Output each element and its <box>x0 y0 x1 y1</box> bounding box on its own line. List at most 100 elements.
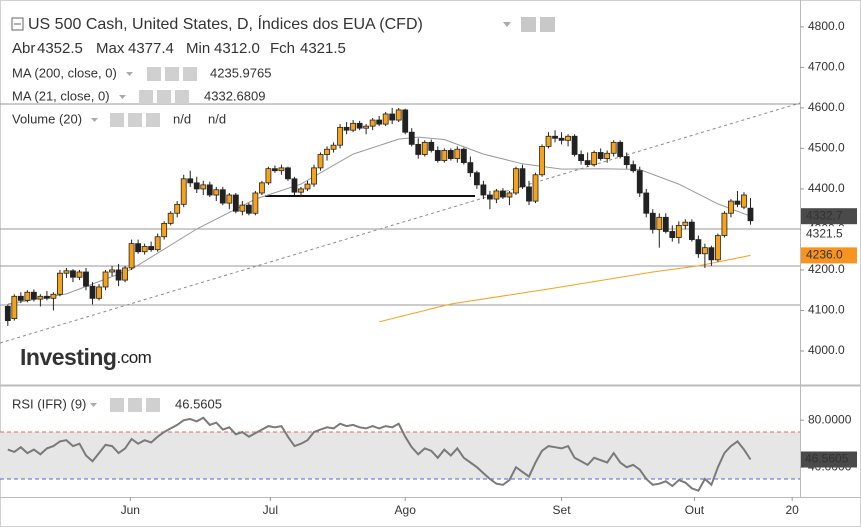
indicator-label: Volume (20) <box>12 111 82 126</box>
candle-body <box>63 270 70 274</box>
dropdown-icon[interactable] <box>91 118 98 122</box>
candle-body <box>141 246 148 253</box>
candle-body <box>180 178 187 205</box>
candle-body <box>460 148 467 164</box>
candle-body <box>643 192 650 214</box>
candle-body <box>701 247 708 255</box>
candle-body <box>330 144 337 150</box>
candle-body <box>480 184 487 196</box>
eye-icon[interactable] <box>521 17 536 32</box>
indicator-value: n/d <box>208 111 226 126</box>
close-icon[interactable] <box>146 113 160 127</box>
candle-body <box>688 221 695 240</box>
candle-body <box>415 143 422 155</box>
candle-body <box>382 113 389 125</box>
dropdown-icon[interactable] <box>503 22 511 27</box>
indicator-value: 4332.6809 <box>204 88 265 103</box>
candle-body <box>558 137 565 141</box>
logo: Investing.com <box>20 344 152 370</box>
settings-icon[interactable] <box>165 67 179 81</box>
candle-body <box>532 174 539 202</box>
candle-body <box>493 190 500 200</box>
close-icon[interactable] <box>175 90 189 104</box>
candle-body <box>206 184 213 196</box>
eye-icon[interactable] <box>110 113 124 127</box>
chart-title: US 500 Cash, United States, D, Índices d… <box>28 14 423 33</box>
close-icon[interactable] <box>183 67 197 81</box>
candle-body <box>291 178 298 193</box>
candle-body <box>447 150 454 159</box>
candle-body <box>57 272 63 295</box>
candle-body <box>571 135 578 155</box>
eye-icon[interactable] <box>110 398 124 412</box>
candle-body <box>285 167 291 180</box>
close-icon[interactable] <box>146 398 160 412</box>
candle-body <box>376 119 383 125</box>
candle-body <box>122 267 128 281</box>
candle-body <box>682 221 689 226</box>
candle-body <box>395 109 402 121</box>
y-tick-label: 4800.0 <box>808 19 845 33</box>
candle-body <box>272 168 278 172</box>
ohlc-value: 4352.5 <box>37 40 83 57</box>
candle-body <box>96 286 102 299</box>
indicator-label: MA (21, close, 0) <box>12 88 110 103</box>
candle-body <box>193 182 200 190</box>
candle-body <box>363 125 370 129</box>
dropdown-icon[interactable] <box>90 403 97 407</box>
price-tag-label: 4236.0 <box>806 248 843 262</box>
ohlc-label: Min <box>186 40 210 57</box>
settings-icon[interactable] <box>128 113 142 127</box>
price-tag <box>801 226 857 243</box>
candle-body <box>17 295 24 301</box>
x-tick-label: Jul <box>263 503 278 517</box>
settings-icon[interactable] <box>157 90 171 104</box>
candle-body <box>428 141 435 151</box>
candle-body <box>734 200 741 205</box>
moving-average-line <box>379 254 751 323</box>
plot-area <box>0 107 800 492</box>
dropdown-icon[interactable] <box>119 95 126 99</box>
x-tick-label: Ago <box>395 503 417 517</box>
ohlc-value: 4312.0 <box>214 40 260 57</box>
candle-body <box>675 224 682 238</box>
candle-body <box>610 141 617 154</box>
settings-icon[interactable] <box>128 398 142 412</box>
eye-icon[interactable] <box>147 67 161 81</box>
candle-body <box>11 295 18 319</box>
x-tick-label: Jun <box>121 503 140 517</box>
price-tag <box>801 208 857 225</box>
ohlc-value: 4321.5 <box>300 40 346 57</box>
ohlc-label: Abr <box>12 40 35 57</box>
candle-body <box>89 285 96 299</box>
candle-body <box>604 152 611 159</box>
candle-body <box>519 168 526 188</box>
candle-body <box>161 222 168 238</box>
price-tag-label: 4332.7 <box>806 208 843 222</box>
x-tick-label: 20 <box>786 503 800 517</box>
candle-body <box>154 236 161 251</box>
y-tick-label: 4600.0 <box>808 100 845 114</box>
collapse-icon[interactable] <box>11 17 24 31</box>
candle-body <box>513 168 519 194</box>
rsi-line <box>7 416 752 492</box>
x-tick-label: Out <box>685 503 705 517</box>
y-tick-label: 4100.0 <box>808 303 845 317</box>
candle-body <box>115 269 122 281</box>
candle-body <box>356 122 363 129</box>
rsi-tag-label: 46.5605 <box>805 452 849 466</box>
y-tick-label: 4400.0 <box>808 181 845 195</box>
dropdown-icon[interactable] <box>126 72 133 76</box>
candle-body <box>741 194 747 208</box>
settings-icon[interactable] <box>540 17 555 32</box>
indicator-label: MA (200, close, 0) <box>12 65 117 80</box>
candle-body <box>109 269 115 273</box>
y-tick-label: 4700.0 <box>808 60 845 74</box>
eye-icon[interactable] <box>139 90 153 104</box>
candle-body <box>408 131 415 145</box>
candle-body <box>728 200 734 214</box>
candle-body <box>389 113 396 121</box>
candle-body <box>226 194 233 204</box>
indicator-value: 4235.9765 <box>210 65 271 80</box>
candle-body <box>70 270 76 278</box>
